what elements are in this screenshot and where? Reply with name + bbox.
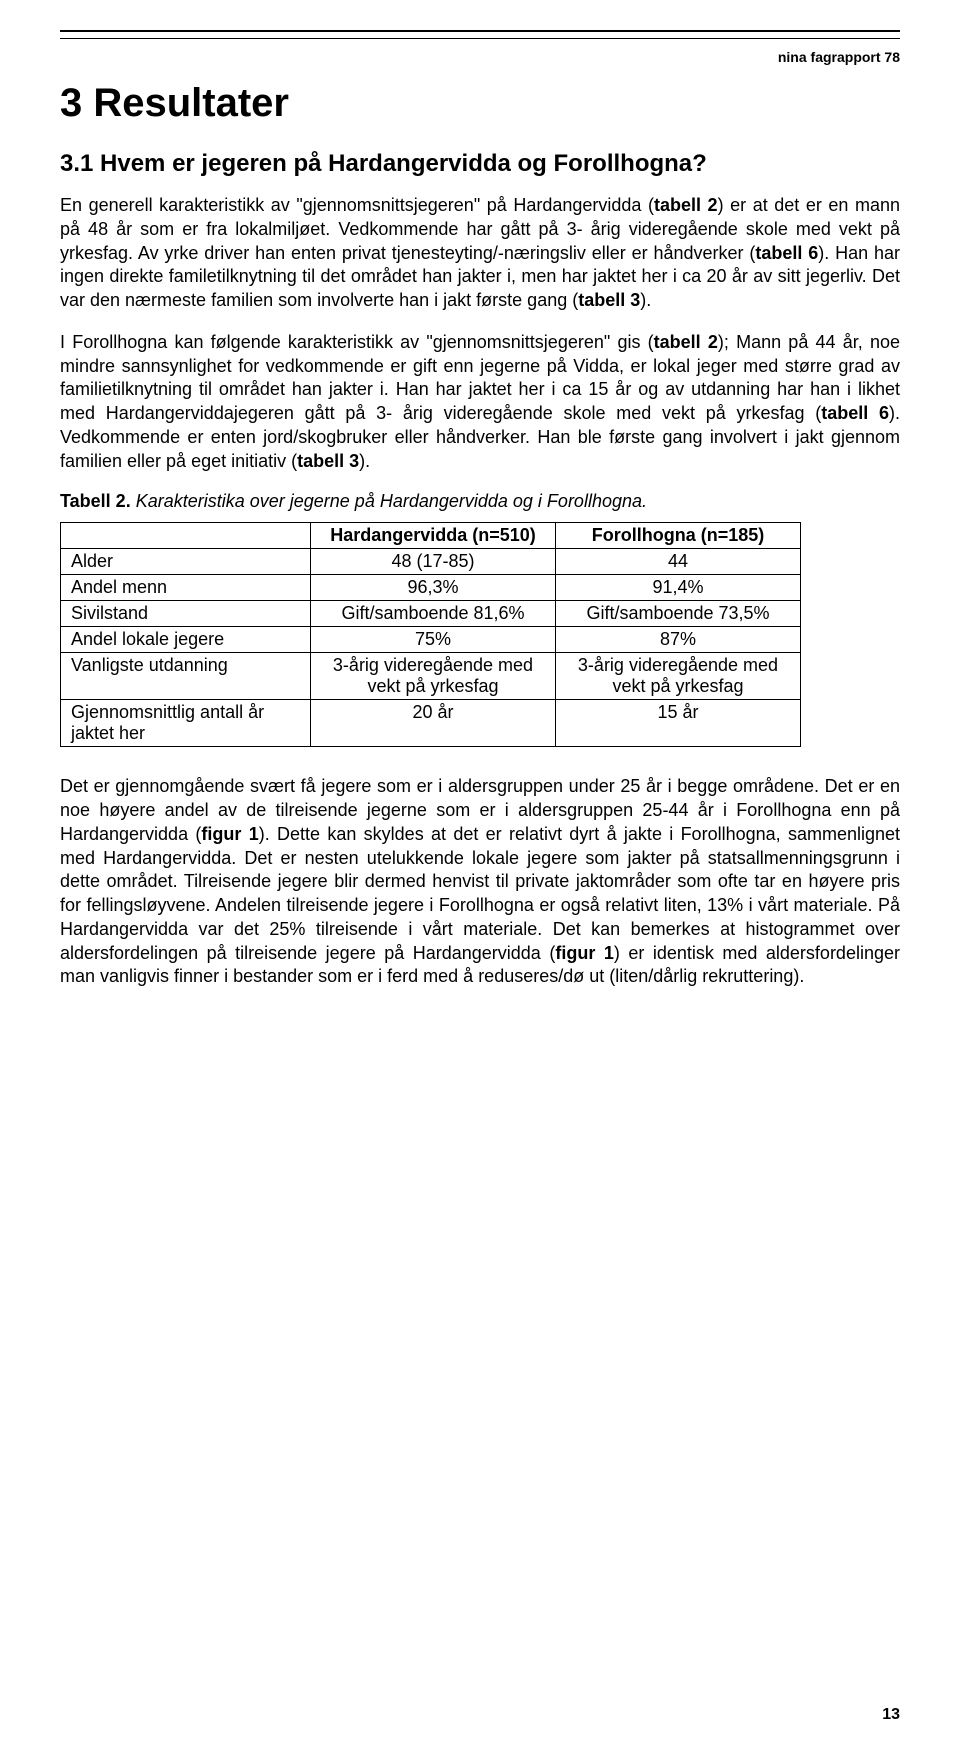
paragraph-1: En generell karakteristikk av "gjennomsn… bbox=[60, 194, 900, 313]
table-row: Andel lokale jegere 75% 87% bbox=[61, 627, 801, 653]
table-cell-label: Sivilstand bbox=[61, 601, 311, 627]
table-cell-value: 3-årig videregående med vekt på yrkesfag bbox=[311, 653, 556, 700]
rule-top-thick bbox=[60, 30, 900, 32]
document-page: nina fagrapport 78 3 Resultater 3.1 Hvem… bbox=[0, 0, 960, 1748]
table-cell-value: 91,4% bbox=[556, 575, 801, 601]
table-header-col-1: Hardangervidda (n=510) bbox=[311, 523, 556, 549]
table-row: Andel menn 96,3% 91,4% bbox=[61, 575, 801, 601]
table-row: Vanligste utdanning 3-årig videregående … bbox=[61, 653, 801, 700]
table-row: Sivilstand Gift/samboende 81,6% Gift/sam… bbox=[61, 601, 801, 627]
table-cell-value: 3-årig videregående med vekt på yrkesfag bbox=[556, 653, 801, 700]
ref-table-6b: tabell 6 bbox=[821, 403, 889, 423]
table-header-empty bbox=[61, 523, 311, 549]
rule-top-thin bbox=[60, 38, 900, 39]
table-cell-label: Alder bbox=[61, 549, 311, 575]
table-cell-value: 15 år bbox=[556, 700, 801, 747]
table-2: Hardangervidda (n=510) Forollhogna (n=18… bbox=[60, 522, 801, 747]
section-heading: 3 Resultater bbox=[60, 81, 900, 126]
table-row: Gjennomsnittlig antall år jaktet her 20 … bbox=[61, 700, 801, 747]
table-cell-value: 48 (17-85) bbox=[311, 549, 556, 575]
table-cell-value: Gift/samboende 81,6% bbox=[311, 601, 556, 627]
table-cell-label: Andel lokale jegere bbox=[61, 627, 311, 653]
ref-table-2b: tabell 2 bbox=[654, 332, 718, 352]
paragraph-3: Det er gjennomgående svært få jegere som… bbox=[60, 775, 900, 989]
ref-table-2: tabell 2 bbox=[654, 195, 718, 215]
table-cell-value: Gift/samboende 73,5% bbox=[556, 601, 801, 627]
table-cell-value: 96,3% bbox=[311, 575, 556, 601]
ref-figure-1: figur 1 bbox=[201, 824, 258, 844]
table-cell-value: 75% bbox=[311, 627, 556, 653]
ref-table-3b: tabell 3 bbox=[297, 451, 359, 471]
table-cell-value: 44 bbox=[556, 549, 801, 575]
table-cell-label: Andel menn bbox=[61, 575, 311, 601]
ref-figure-1b: figur 1 bbox=[555, 943, 614, 963]
table-header-row: Hardangervidda (n=510) Forollhogna (n=18… bbox=[61, 523, 801, 549]
table-cell-value: 20 år bbox=[311, 700, 556, 747]
page-number: 13 bbox=[882, 1706, 900, 1724]
table-row: Alder 48 (17-85) 44 bbox=[61, 549, 801, 575]
table-cell-label: Gjennomsnittlig antall år jaktet her bbox=[61, 700, 311, 747]
table-cell-label: Vanligste utdanning bbox=[61, 653, 311, 700]
table-header-col-2: Forollhogna (n=185) bbox=[556, 523, 801, 549]
running-header: nina fagrapport 78 bbox=[60, 49, 900, 65]
table-caption: Tabell 2. Karakteristika over jegerne på… bbox=[60, 491, 900, 512]
ref-table-6: tabell 6 bbox=[755, 243, 818, 263]
ref-table-3: tabell 3 bbox=[578, 290, 640, 310]
table-cell-value: 87% bbox=[556, 627, 801, 653]
table-caption-text: Karakteristika over jegerne på Hardanger… bbox=[131, 491, 647, 511]
paragraph-2: I Forollhogna kan følgende karakteristik… bbox=[60, 331, 900, 474]
subsection-heading: 3.1 Hvem er jegeren på Hardangervidda og… bbox=[60, 150, 900, 178]
table-caption-label: Tabell 2. bbox=[60, 491, 131, 511]
